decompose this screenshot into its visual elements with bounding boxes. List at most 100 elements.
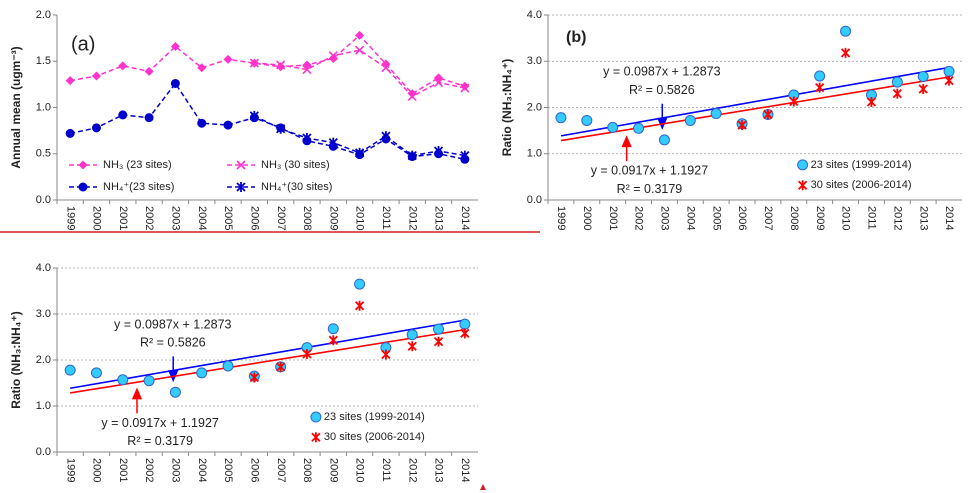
x-tick-label: 2008 [301,458,313,482]
marker [276,60,286,70]
x-tick-label: 2011 [866,206,878,230]
marker [354,147,365,158]
x-tick-label: 2007 [275,206,287,230]
x-tick-label: 2013 [917,206,929,230]
legend-label: NH₄⁺(23 sites) [103,181,174,193]
x-tick-label: 2002 [633,206,645,230]
corner-mark [480,484,486,490]
trendline [560,66,950,137]
marker [797,180,808,191]
x-tick-label: 2011 [380,206,392,230]
marker [302,133,312,144]
x-tick-label: 2002 [143,458,155,482]
trendline [560,76,950,142]
trend-r2: R² = 0.3179 [617,182,683,196]
y-tick-label: 0.0 [36,194,51,206]
legend-label: NH₄⁺(30 sites) [261,181,332,193]
x-tick-label: 2003 [170,206,182,230]
marker [407,341,417,352]
marker [460,328,470,339]
marker [196,367,208,379]
marker [249,110,259,121]
trend-equation: y = 0.0917x + 1.1927 [101,416,219,430]
legend-label: 30 sites (2006-2014) [324,431,425,443]
arrow [131,387,143,414]
marker [407,150,417,161]
y-axis-title: Annual mean (ugm⁻³) [9,46,23,168]
x-tick-label: 2003 [659,206,671,230]
x-tick-label: 2000 [581,206,593,230]
legend-label: NH₃ (23 sites) [103,159,172,171]
marker [144,66,154,76]
x-tick-label: 2006 [248,458,260,482]
marker [302,65,312,75]
x-tick-label: 2009 [327,206,339,230]
x-tick-label: 2013 [433,458,445,482]
marker [658,134,670,146]
marker [460,81,470,91]
marker [407,89,417,99]
marker [170,78,180,88]
y-tick-label: 2.0 [36,354,51,366]
marker [840,47,851,58]
x-tick-label: 2008 [788,206,800,230]
marker [236,160,246,170]
marker [327,323,339,335]
marker [355,30,365,40]
marker [381,349,391,360]
marker [918,84,928,94]
marker [91,71,101,81]
y-tick-label: 0.0 [527,194,542,206]
y-tick-label: 0.0 [36,446,51,458]
legend-label: NH₃ (30 sites) [261,159,330,171]
marker [814,70,826,82]
x-tick-label: 2005 [222,206,234,230]
x-tick-label: 2001 [117,458,129,482]
x-tick-label: 1999 [64,206,76,230]
marker [944,75,954,86]
marker [328,137,338,148]
marker [581,114,593,126]
y-tick-label: 2.0 [527,101,542,113]
marker [607,121,619,133]
x-tick-label: 2009 [327,458,339,482]
marker [943,65,955,77]
trend-r2: R² = 0.5826 [140,336,206,350]
marker [460,150,470,161]
marker [355,45,365,55]
marker [197,118,207,128]
marker [249,372,259,383]
y-tick-label: 2.0 [36,9,51,21]
y-tick-label: 4.0 [527,9,542,21]
x-tick-label: 2005 [222,458,234,482]
y-axis-title: Ratio (NH₃:NH₄⁺) [500,59,514,157]
marker [223,120,233,130]
marker [433,77,444,88]
x-tick-label: 2001 [117,206,129,230]
x-tick-label: 2012 [891,206,903,230]
marker [433,323,445,335]
x-tick-label: 1999 [555,206,567,230]
legend-label: 30 sites (2006-2014) [811,179,912,191]
marker [249,58,259,68]
marker [866,96,877,107]
y-tick-label: 4.0 [36,262,51,274]
marker [892,88,902,99]
marker [118,110,128,120]
y-tick-label: 1.0 [527,148,542,160]
arrow [621,135,632,162]
marker [302,349,312,360]
marker [91,123,101,133]
x-tick-label: 2006 [248,206,260,230]
y-tick-label: 1.5 [36,55,51,67]
x-tick-label: 2014 [459,206,471,230]
marker [763,109,773,120]
marker [276,62,286,72]
marker [710,108,722,120]
marker [328,51,338,61]
x-tick-label: 2008 [301,206,313,230]
x-tick-label: 2003 [170,458,182,482]
panel-label: (b) [566,29,586,46]
marker [460,83,470,93]
